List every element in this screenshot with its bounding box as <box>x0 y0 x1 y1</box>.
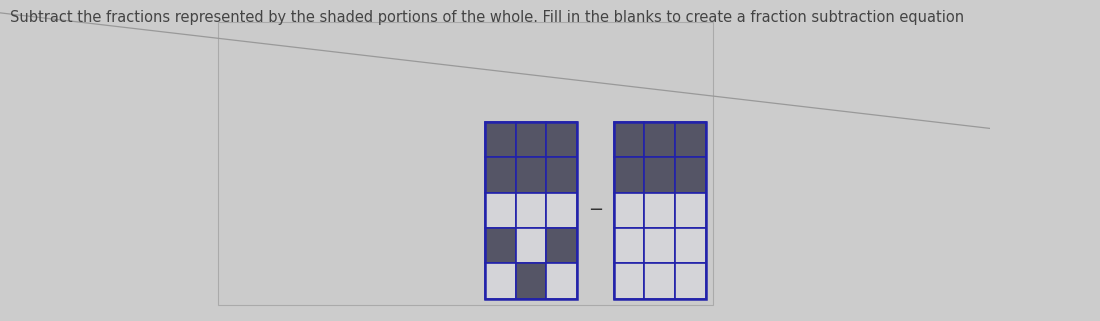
Bar <box>645 157 675 193</box>
Bar <box>218 22 713 305</box>
Bar <box>645 263 675 299</box>
Text: Subtract the fractions represented by the shaded portions of the whole. Fill in : Subtract the fractions represented by th… <box>10 10 964 25</box>
Bar <box>675 157 706 193</box>
Bar <box>516 263 547 299</box>
Bar <box>485 122 578 299</box>
Bar <box>516 228 547 263</box>
Bar <box>614 263 645 299</box>
Bar <box>516 157 547 193</box>
Bar <box>547 263 578 299</box>
Bar <box>645 228 675 263</box>
Text: −: − <box>587 201 603 219</box>
Bar <box>485 228 516 263</box>
Bar <box>547 157 578 193</box>
Bar <box>614 193 645 228</box>
Bar <box>485 122 516 157</box>
Bar <box>547 228 578 263</box>
Bar <box>485 157 516 193</box>
Bar <box>645 122 675 157</box>
Bar <box>485 193 516 228</box>
Bar <box>516 193 547 228</box>
Bar <box>675 228 706 263</box>
Bar <box>614 157 645 193</box>
Bar <box>675 193 706 228</box>
Bar <box>516 122 547 157</box>
Bar <box>547 193 578 228</box>
Bar <box>675 263 706 299</box>
Bar <box>614 122 706 299</box>
Bar <box>614 122 645 157</box>
Bar <box>675 122 706 157</box>
Bar <box>614 228 645 263</box>
Bar <box>645 193 675 228</box>
Bar <box>485 263 516 299</box>
Bar <box>547 122 578 157</box>
